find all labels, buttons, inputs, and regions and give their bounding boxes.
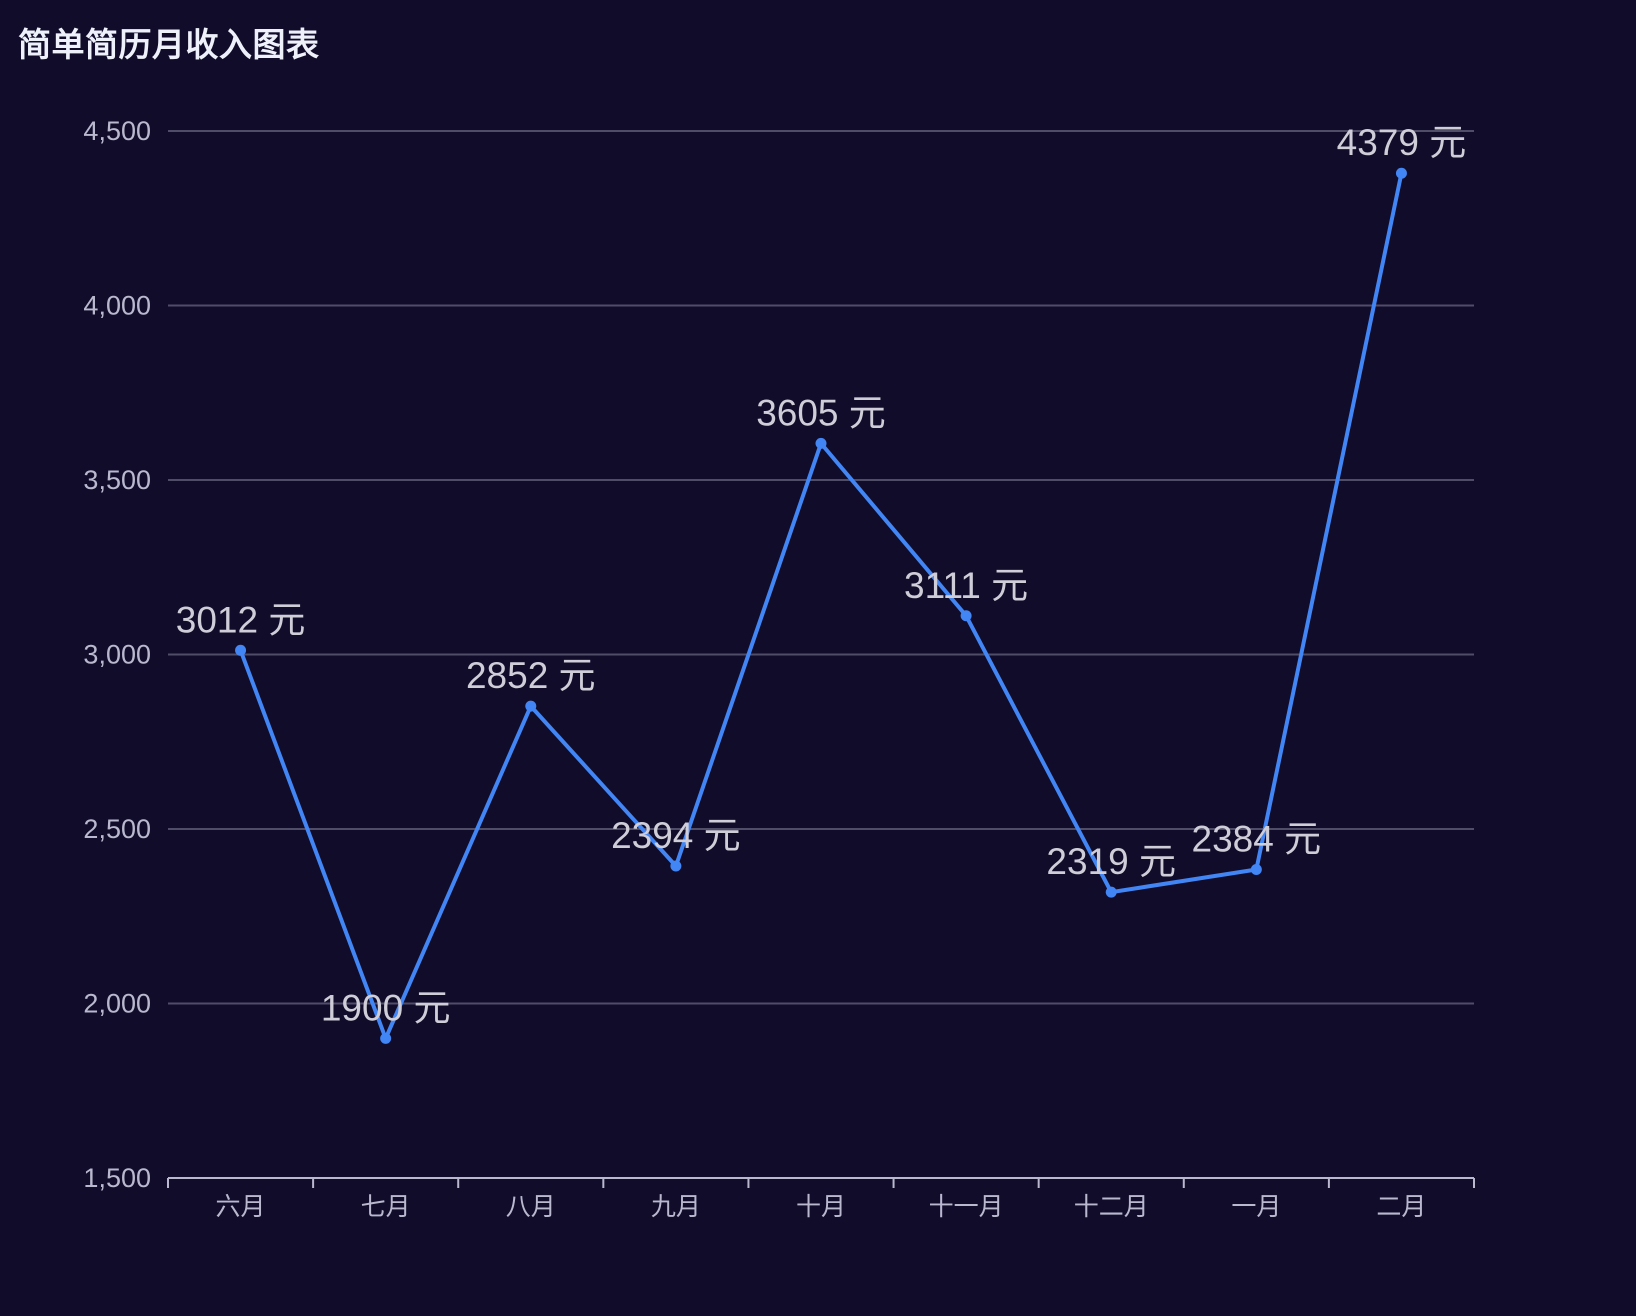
y-axis-tick-label: 4,500 (83, 116, 151, 146)
y-axis-tick-label: 2,500 (83, 814, 151, 844)
data-point-label: 3605 元 (756, 392, 886, 433)
x-axis-category-label: 十一月 (929, 1193, 1004, 1221)
data-point[interactable] (815, 437, 827, 449)
x-axis-category-label: 十月 (796, 1193, 846, 1221)
data-point[interactable] (380, 1032, 392, 1044)
chart-title: 简单简历月收入图表 (18, 26, 320, 63)
data-point[interactable] (670, 860, 682, 872)
data-point[interactable] (1250, 863, 1262, 875)
x-axis-category-label: 七月 (361, 1193, 411, 1221)
data-point-label: 2384 元 (1192, 818, 1322, 859)
y-axis-tick-label: 2,000 (83, 989, 151, 1019)
data-point[interactable] (1395, 167, 1407, 179)
data-point[interactable] (525, 700, 537, 712)
x-axis-category-label: 六月 (216, 1193, 266, 1221)
income-series-line (238, 171, 1404, 1041)
data-point-label: 3111 元 (904, 565, 1028, 606)
y-axis-tick-label: 4,000 (83, 291, 151, 321)
data-point-label: 1900 元 (321, 987, 451, 1028)
data-point[interactable] (235, 644, 247, 656)
data-point-label: 3012 元 (176, 599, 306, 640)
x-axis-category-label: 二月 (1376, 1193, 1426, 1221)
y-axis-tick-label: 1,500 (83, 1163, 151, 1193)
y-axis-tick-label: 3,000 (83, 640, 151, 670)
x-axis-category-label: 八月 (506, 1193, 556, 1221)
data-point[interactable] (960, 610, 972, 622)
y-axis-tick-label: 3,500 (83, 465, 151, 495)
data-point-label: 4379 元 (1337, 122, 1467, 163)
x-axis-category-label: 一月 (1231, 1193, 1281, 1221)
data-point-label: 2394 元 (611, 815, 741, 856)
data-point-label: 2319 元 (1046, 841, 1176, 882)
data-point[interactable] (1105, 886, 1117, 898)
data-point-label: 2852 元 (466, 655, 596, 696)
x-axis-category-label: 九月 (651, 1193, 701, 1221)
x-axis-category-label: 十二月 (1074, 1193, 1149, 1221)
